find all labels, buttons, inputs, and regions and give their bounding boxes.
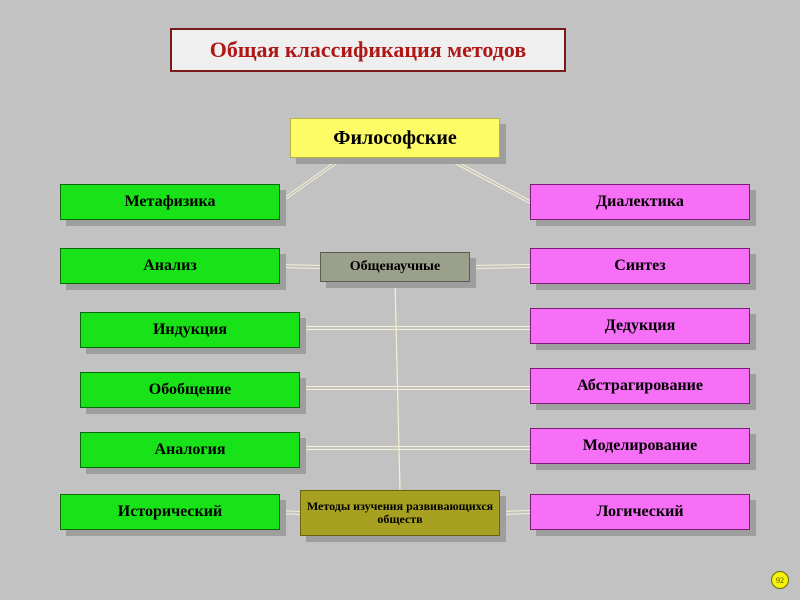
historical-box: Исторический xyxy=(60,494,280,530)
synthesis-label: Синтез xyxy=(614,258,665,275)
modeling-label: Моделирование xyxy=(583,438,698,455)
metaphysics-label: Метафизика xyxy=(125,194,216,211)
analogy-box: Аналогия xyxy=(80,432,300,468)
general_scientific-box: Общенаучные xyxy=(320,252,470,282)
dialectic-box: Диалектика xyxy=(530,184,750,220)
analogy-label: Аналогия xyxy=(154,442,225,459)
logical-box: Логический xyxy=(530,494,750,530)
philosophical-box: Философские xyxy=(290,118,500,158)
abstraction-box: Абстрагирование xyxy=(530,368,750,404)
analysis-box: Анализ xyxy=(60,248,280,284)
deduction-label: Дедукция xyxy=(605,318,676,335)
deduction-box: Дедукция xyxy=(530,308,750,344)
induction-box: Индукция xyxy=(80,312,300,348)
dialectic-label: Диалектика xyxy=(596,194,684,211)
historical-label: Исторический xyxy=(118,504,222,521)
philosophical-label: Философские xyxy=(333,128,456,149)
slide-number: 92 xyxy=(776,576,784,585)
abstraction-label: Абстрагирование xyxy=(577,378,703,395)
diagram-stage: 92 Общая классификация методов Философски… xyxy=(0,0,800,600)
general_scientific-label: Общенаучные xyxy=(350,260,440,275)
methods_study-box: Методы изучения развивающихся обществ xyxy=(300,490,500,536)
title-box: Общая классификация методов xyxy=(170,28,566,72)
methods_study-label: Методы изучения развивающихся обществ xyxy=(305,500,495,525)
synthesis-box: Синтез xyxy=(530,248,750,284)
title-label: Общая классификация методов xyxy=(210,38,526,61)
slide-number-badge: 92 xyxy=(771,571,789,589)
induction-label: Индукция xyxy=(153,322,227,339)
logical-label: Логический xyxy=(596,504,683,521)
generalization-box: Обобщение xyxy=(80,372,300,408)
analysis-label: Анализ xyxy=(143,258,197,275)
metaphysics-box: Метафизика xyxy=(60,184,280,220)
modeling-box: Моделирование xyxy=(530,428,750,464)
generalization-label: Обобщение xyxy=(149,382,231,399)
